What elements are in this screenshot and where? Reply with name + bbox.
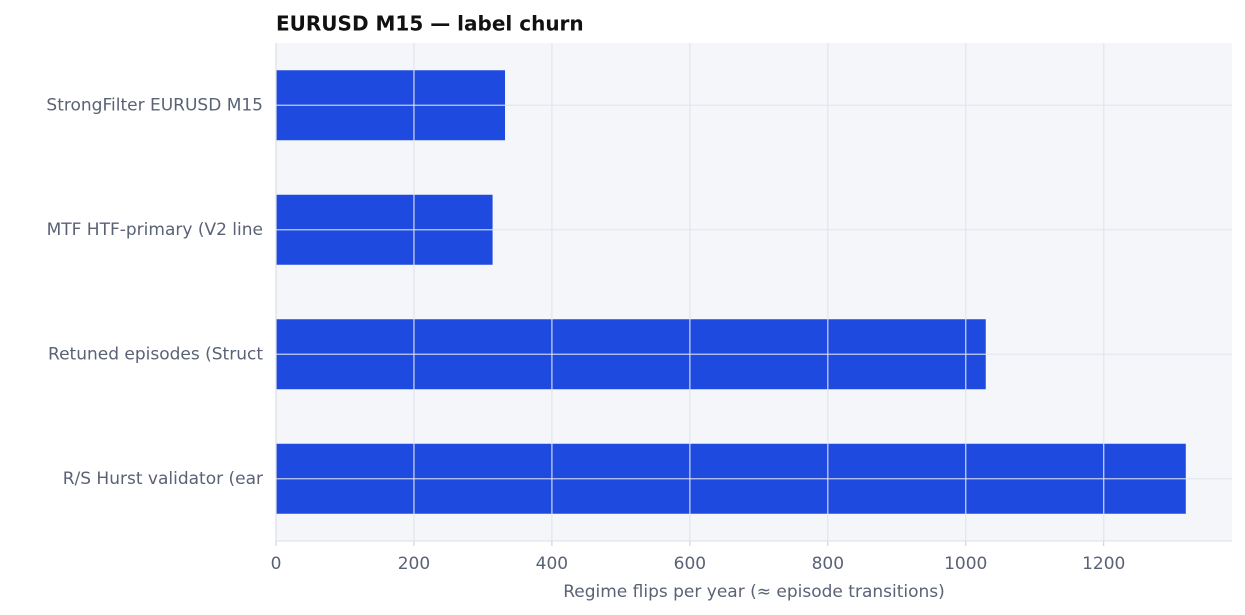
x-tick-label: 600	[674, 554, 706, 574]
x-axis-label: Regime flips per year (≈ episode transit…	[563, 582, 945, 602]
x-tick-label: 1200	[1082, 554, 1125, 574]
x-tick-label: 1000	[944, 554, 987, 574]
y-tick-label: StrongFilter EURUSD M15	[46, 95, 263, 115]
y-tick-label: MTF HTF-primary (V2 line	[47, 220, 263, 240]
y-tick-label: Retuned episodes (Struct	[48, 344, 263, 364]
y-tick-label: R/S Hurst validator (ear	[63, 469, 263, 489]
x-tick-label: 200	[398, 554, 430, 574]
x-tick-label: 800	[812, 554, 844, 574]
x-tick-label: 0	[271, 554, 282, 574]
x-tick-label: 400	[536, 554, 568, 574]
chart-title: EURUSD M15 — label churn	[276, 12, 584, 36]
